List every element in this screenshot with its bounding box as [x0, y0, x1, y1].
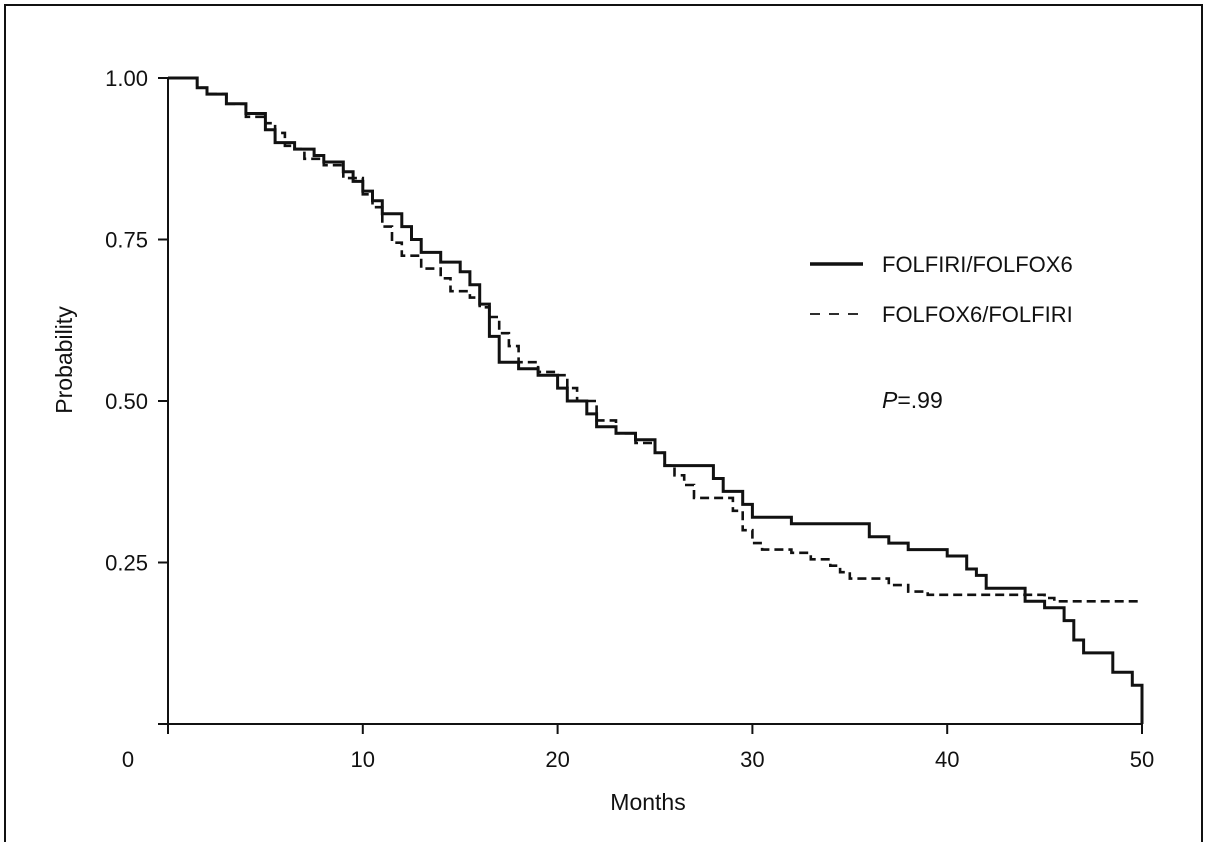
y-tick-label: 1.00 [105, 66, 148, 91]
y-tick-label: 0.25 [105, 551, 148, 576]
y-tick-label: 0.75 [105, 228, 148, 253]
series-line-1 [168, 76, 1144, 724]
series-line-2 [168, 76, 1142, 603]
p-value-italic: P [882, 387, 898, 413]
y-tick-label: 0.50 [105, 389, 148, 414]
x-axis-title: Months [610, 789, 685, 815]
legend: FOLFIRI/FOLFOX6 FOLFOX6/FOLFIRI [810, 252, 1073, 327]
y-axis-title: Probability [51, 306, 77, 414]
x-tick-label: 0 [122, 747, 134, 772]
x-tick-label: 30 [740, 747, 764, 772]
x-tick-label: 20 [545, 747, 569, 772]
p-value-annotation: P=.99 [882, 387, 943, 413]
x-tick-label: 10 [351, 747, 375, 772]
axes: 0 10 20 30 40 50 0.25 0.50 0.75 1.00 [105, 66, 1154, 772]
figure-frame [4, 4, 1203, 842]
series-layer [168, 76, 1144, 724]
legend-label: FOLFIRI/FOLFOX6 [882, 252, 1073, 277]
x-tick-label: 50 [1130, 747, 1154, 772]
p-value-rest: =.99 [897, 387, 942, 413]
x-tick-label: 40 [935, 747, 959, 772]
legend-label: FOLFOX6/FOLFIRI [882, 302, 1073, 327]
